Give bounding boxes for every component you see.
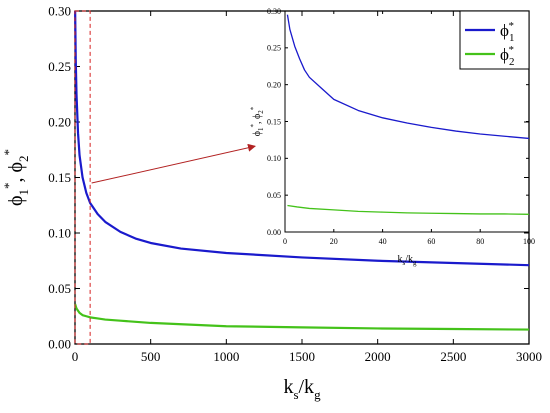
main-xtick-label: 500: [141, 349, 161, 364]
main-xtick-label: 0: [72, 349, 79, 364]
main-ylabel: ϕ1*, ϕ2*: [1, 149, 31, 206]
legend-box: [459, 10, 530, 70]
zoom-region-box: [74, 10, 91, 345]
inset-xtick-label: 20: [330, 237, 338, 246]
inset-ytick-label: 0.25: [267, 44, 281, 53]
main-xtick-label: 3000: [516, 349, 542, 364]
inset-plot: 0 20 40 60 80 100 0.00 0.05 0.10 0.15 0.20 0.25 0.30…: [250, 7, 536, 267]
inset-ytick-label: 0.20: [267, 80, 281, 89]
zoom-arrow: [91, 143, 256, 184]
inset-xtick-label: 40: [379, 237, 387, 246]
main-ytick-label: 0.00: [48, 337, 71, 352]
main-xtick-label: 2000: [365, 349, 391, 364]
main-xtick-label: 1500: [289, 349, 315, 364]
inset-ytick-label: 0.05: [267, 191, 281, 200]
inset-xlabel: ks/kg: [397, 254, 417, 267]
main-xtick-label: 1000: [213, 349, 239, 364]
main-series-1-line: [74, 10, 530, 267]
main-ytick-label: 0.30: [48, 4, 71, 19]
inset-xtick-label: 80: [476, 237, 484, 246]
main-ytick-label: 0.10: [48, 226, 71, 241]
legend: ϕ1*ϕ2*: [459, 10, 530, 70]
main-plot: 0 500 1000 1500 2000 2500 30000.000.050.100.15…: [1, 4, 542, 402]
inset-series-2-line: [287, 204, 530, 215]
main-xlabel: ks/kg: [283, 376, 321, 402]
inset-xtick-label: 100: [523, 237, 535, 246]
main-ytick-label: 0.20: [48, 115, 71, 130]
inset-xtick-label: 60: [427, 237, 435, 246]
main-ytick-label: 0.15: [48, 170, 71, 185]
inset-series-1-line: [286, 14, 530, 140]
main-ytick-label: 0.25: [48, 59, 71, 74]
legend-label-2: ϕ2*: [500, 44, 514, 68]
legend-label-1: ϕ1*: [500, 20, 514, 44]
inset-ytick-label: 0.15: [267, 117, 281, 126]
main-series-2-line: [74, 303, 530, 331]
inset-ytick-label: 0.00: [267, 228, 281, 237]
main-xtick-label: 2500: [440, 349, 466, 364]
inset-xtick-label: 0: [283, 237, 287, 246]
inset-ytick-label: 0.30: [267, 7, 281, 16]
inset-ylabel: ϕ1*, ϕ2*: [250, 106, 266, 136]
main-ytick-label: 0.05: [48, 281, 71, 296]
inset-ytick-label: 0.10: [267, 154, 281, 163]
